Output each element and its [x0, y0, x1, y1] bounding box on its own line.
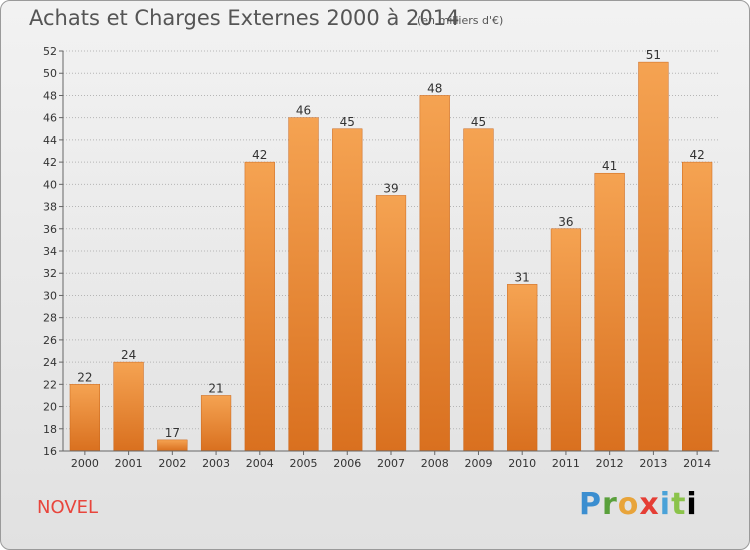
logo-letter: P [579, 487, 602, 522]
data-label-2010: 31 [515, 270, 530, 284]
y-tick-label: 22 [43, 378, 57, 391]
y-tick-label: 38 [43, 201, 57, 214]
bar-2001 [113, 361, 144, 452]
y-tick-label: 32 [43, 267, 57, 280]
logo-letter: o [617, 487, 640, 522]
data-label-2002: 17 [165, 426, 180, 440]
x-tick-label-2002: 2002 [158, 457, 186, 470]
y-tick-label: 46 [43, 112, 57, 125]
bar-2009 [463, 128, 494, 452]
chart-title: Achats et Charges Externes 2000 à 2014 [29, 6, 460, 30]
x-tick-label-2008: 2008 [421, 457, 449, 470]
logo-letter: t [671, 487, 687, 522]
y-tick-label: 30 [43, 289, 57, 302]
commune-name: NOVEL [37, 497, 99, 518]
y-tick-label: 34 [43, 245, 57, 258]
x-tick-label-2011: 2011 [552, 457, 580, 470]
y-tick-label: 42 [43, 156, 57, 169]
bar-2008 [419, 95, 450, 452]
y-tick-label: 24 [43, 356, 57, 369]
bar-2005 [288, 117, 319, 452]
x-tick-label-2007: 2007 [377, 457, 405, 470]
bar-2003 [200, 395, 232, 452]
bar-2007 [375, 195, 407, 452]
data-label-2003: 21 [208, 381, 223, 395]
data-label-2011: 36 [558, 215, 573, 229]
data-label-2009: 45 [471, 115, 486, 129]
x-tick-label-2010: 2010 [508, 457, 536, 470]
unit-note: (en milliers d'€) [417, 14, 504, 27]
x-tick-label-2009: 2009 [464, 457, 492, 470]
x-tick-label-2013: 2013 [639, 457, 667, 470]
data-label-2013: 51 [646, 48, 661, 62]
y-tick-label: 20 [43, 401, 57, 414]
logo-letter: i [686, 487, 698, 522]
logo-letter: i [659, 487, 672, 522]
bar-2013 [638, 61, 669, 452]
bar-2000 [69, 384, 100, 452]
y-tick-label: 28 [43, 312, 57, 325]
data-label-2004: 42 [252, 148, 267, 162]
y-tick-label: 40 [43, 178, 57, 191]
y-tick-label: 48 [43, 89, 57, 102]
y-tick-label: 50 [43, 67, 57, 80]
data-label-2000: 22 [77, 370, 92, 384]
x-tick-label-2006: 2006 [333, 457, 361, 470]
y-tick-label: 18 [43, 423, 57, 436]
x-tick-label-2014: 2014 [683, 457, 711, 470]
x-tick-label-2012: 2012 [596, 457, 624, 470]
y-tick-label: 52 [43, 45, 57, 58]
y-tick-label: 44 [43, 134, 57, 147]
x-tick-label-2001: 2001 [115, 457, 143, 470]
bar-2012 [594, 172, 625, 452]
data-label-2007: 39 [383, 181, 398, 195]
bar-2006 [332, 128, 363, 452]
bar-2014 [682, 161, 713, 452]
bar-2002 [157, 439, 188, 452]
data-label-2008: 48 [427, 81, 442, 95]
data-label-2006: 45 [340, 115, 355, 129]
data-label-2014: 42 [689, 148, 704, 162]
bar-2004 [244, 161, 275, 452]
bar-2011 [550, 228, 582, 452]
x-tick-label-2005: 2005 [290, 457, 318, 470]
data-label-2005: 46 [296, 104, 311, 118]
logo-letter: r [602, 487, 618, 522]
x-tick-label-2003: 2003 [202, 457, 230, 470]
y-tick-label: 36 [43, 223, 57, 236]
data-label-2012: 41 [602, 159, 617, 173]
proxiti-logo[interactable]: Proxiti [579, 487, 698, 522]
y-tick-label: 26 [43, 334, 57, 347]
data-label-2001: 24 [121, 348, 136, 362]
bar-2010 [507, 284, 538, 452]
logo-letter: x [639, 487, 660, 522]
y-tick-label: 16 [43, 445, 57, 458]
x-tick-label-2000: 2000 [71, 457, 99, 470]
x-tick-label-2004: 2004 [246, 457, 274, 470]
